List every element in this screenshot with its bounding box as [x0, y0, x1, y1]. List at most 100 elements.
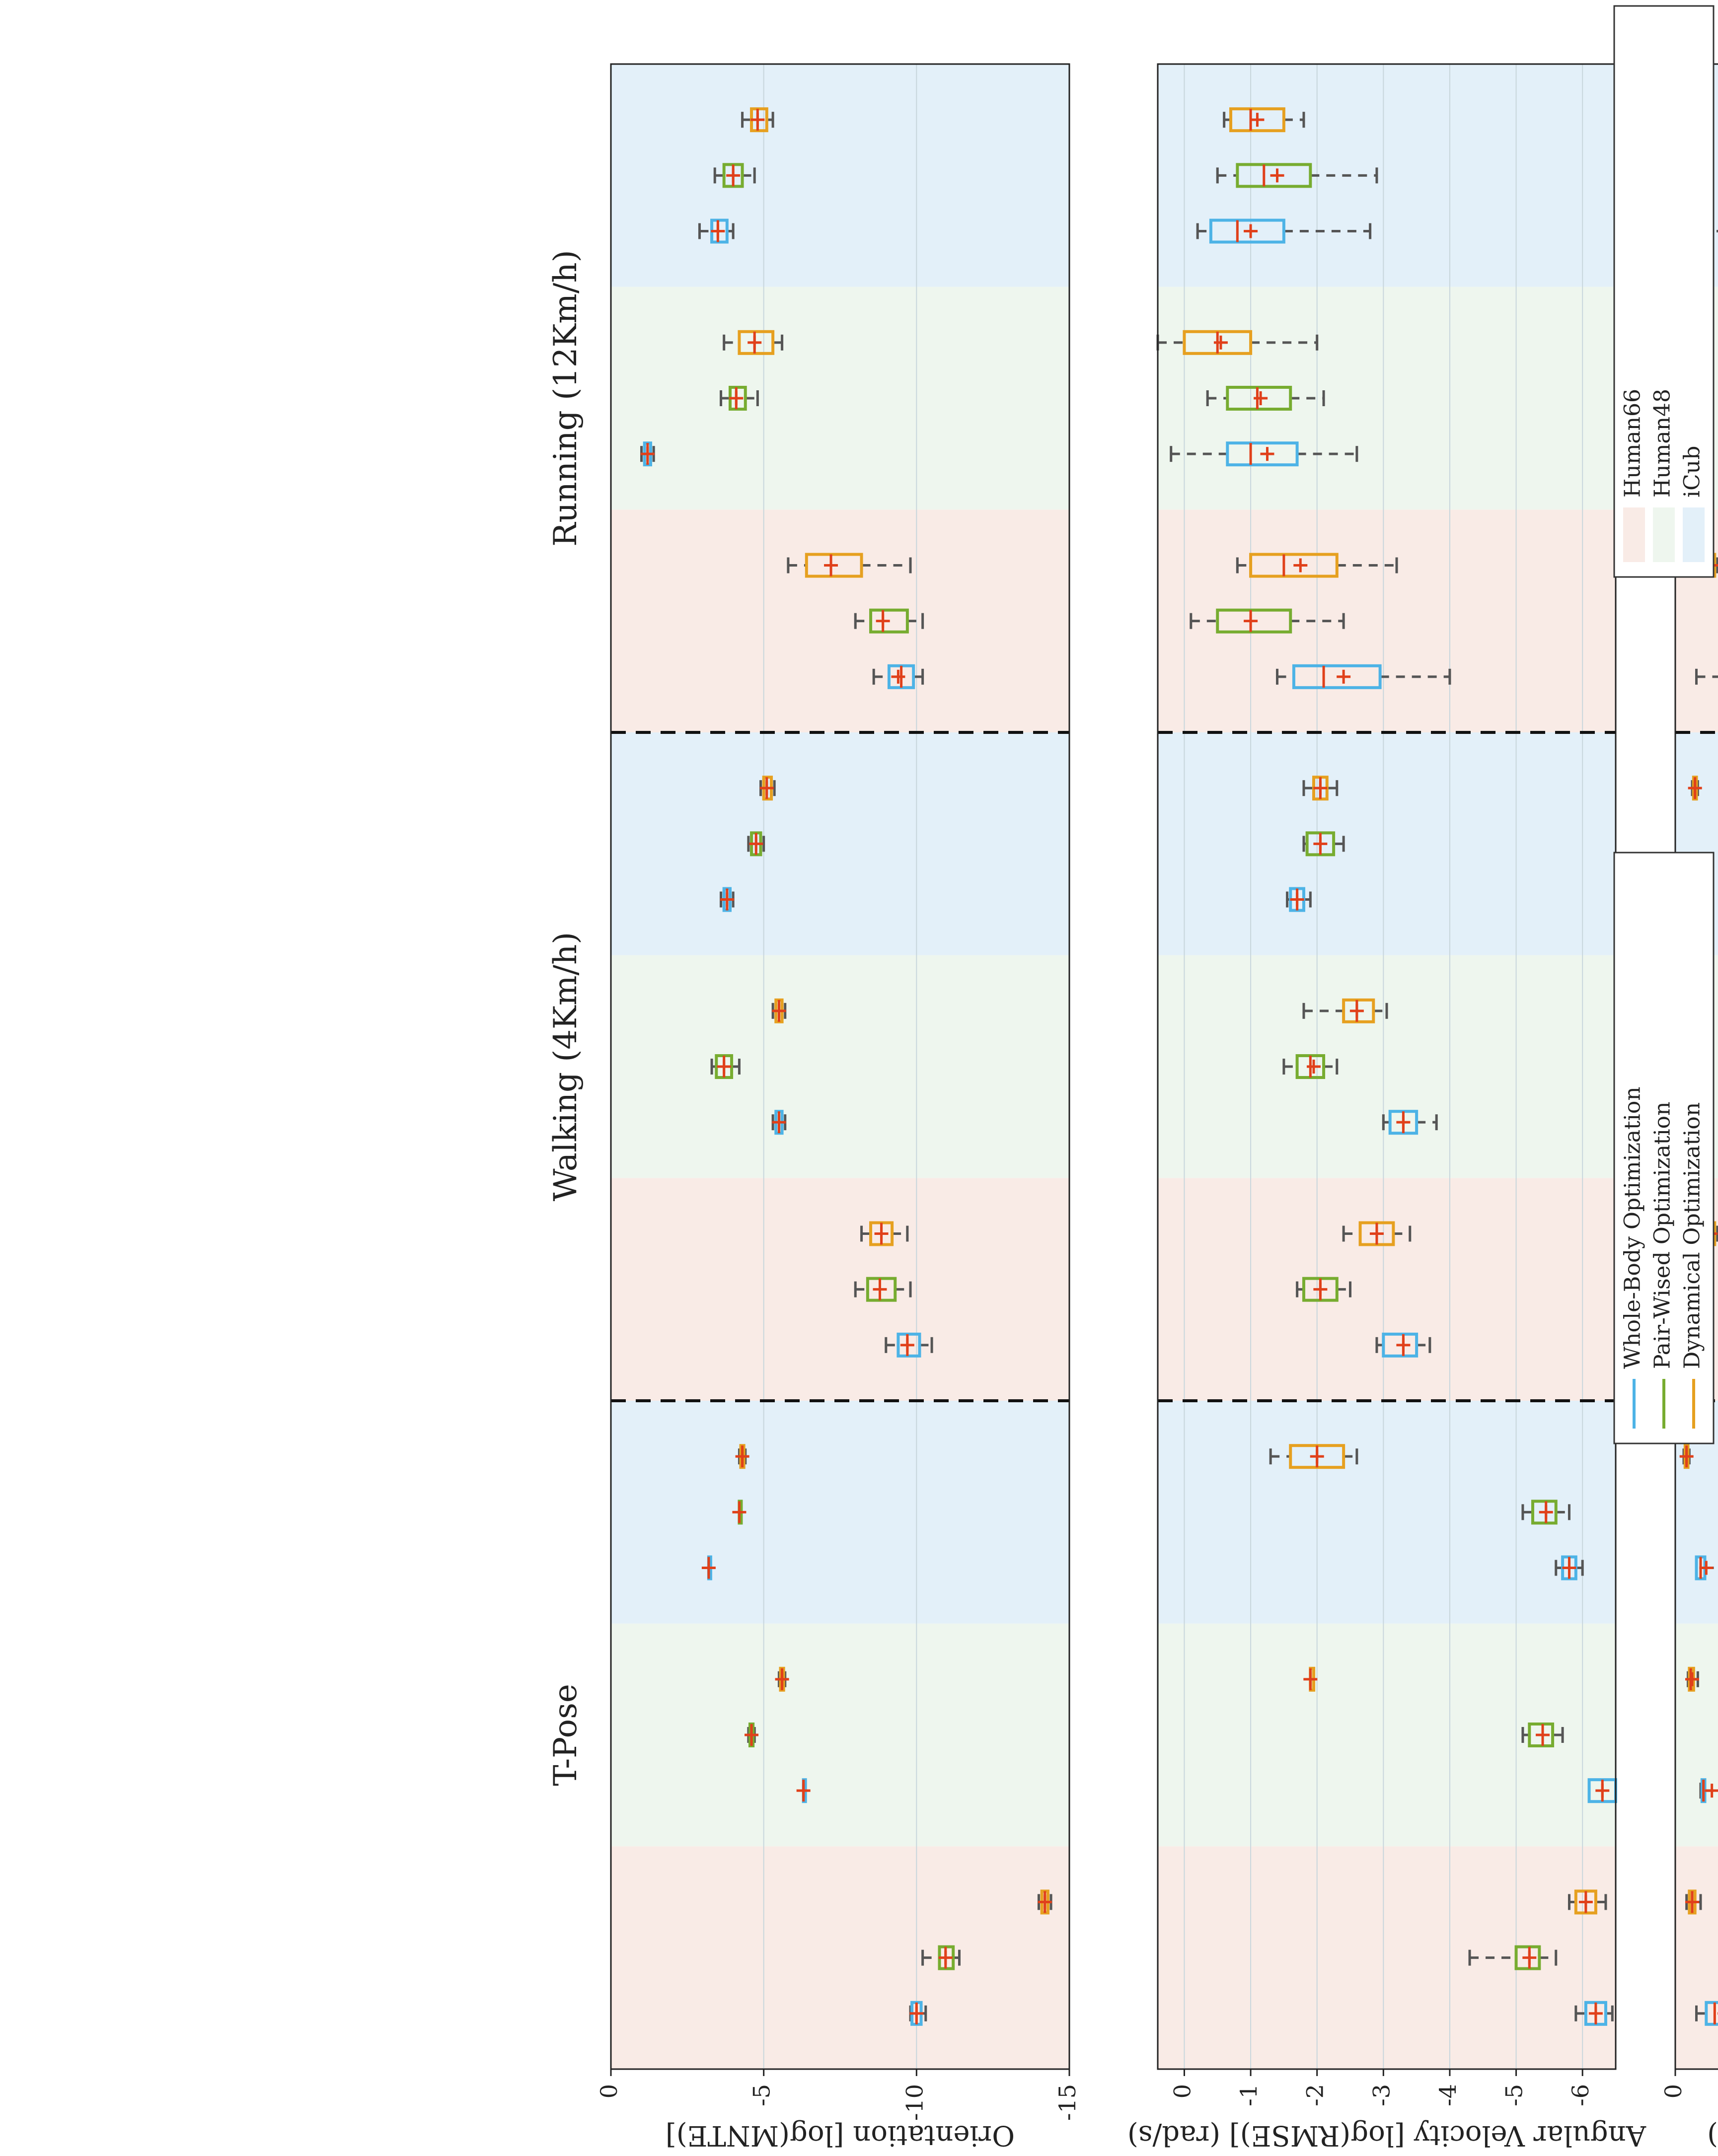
background-human48: [611, 955, 1069, 1178]
background-human48: [1158, 1623, 1616, 1847]
box-body: [1514, 1945, 1541, 1970]
y-tick-label: 0: [1169, 2084, 1195, 2098]
box-plot: [1282, 1054, 1339, 1079]
background-icub: [611, 732, 1069, 955]
y-tick-label: 0: [1660, 2084, 1687, 2098]
box-plot: [775, 1666, 789, 1692]
box-plot: [1170, 441, 1358, 467]
box-plot: [1699, 1778, 1718, 1803]
background-human48: [1158, 955, 1616, 1178]
y-tick-label: 0: [596, 2084, 622, 2098]
box-plot: [640, 441, 655, 467]
condition-title: Running (12Km/h): [547, 250, 584, 547]
box-plot: [1342, 1221, 1412, 1246]
box-plot: [1688, 776, 1702, 801]
box-plot: [1196, 218, 1372, 244]
box-plot: [1276, 664, 1451, 689]
box-plot: [720, 887, 735, 912]
box-body: [896, 1332, 921, 1358]
legend-model-label: Human48: [1650, 389, 1675, 498]
box-plot: [1685, 1666, 1699, 1692]
box-plot: [1269, 1444, 1358, 1469]
condition-title: Walking (4Km/h): [547, 932, 584, 1202]
box-plot: [747, 831, 765, 857]
background-icub: [611, 64, 1069, 287]
background-human66: [611, 1178, 1069, 1401]
legend-model-swatch: [1623, 507, 1645, 562]
box-plot: [771, 998, 787, 1023]
box-plot: [1190, 608, 1345, 634]
box-plot: [1302, 998, 1388, 1023]
box-body: [866, 1277, 897, 1302]
y-tick-label: -10: [901, 2084, 928, 2121]
box-plot: [854, 1277, 912, 1302]
legend-method-label: Whole-Body Optimization: [1620, 1086, 1645, 1369]
box-body: [1342, 998, 1375, 1023]
background-human66: [1675, 1846, 1718, 2069]
y-axis-label: Computational Time (ms): [1707, 2119, 1718, 2152]
box-body: [1528, 1723, 1555, 1747]
box-plot: [1216, 163, 1378, 188]
box-body: [1229, 107, 1285, 133]
box-plot: [885, 1332, 933, 1358]
box-plot: [921, 1945, 961, 1970]
legend-methods-box: [1613, 852, 1715, 1444]
box-plot: [723, 330, 784, 355]
box-plot: [1695, 2001, 1718, 2026]
legend-model-swatch: [1653, 507, 1675, 562]
box-plot: [796, 1778, 811, 1803]
legend-method-label: Dynamical Optimization: [1680, 1102, 1705, 1369]
box-plot: [1302, 831, 1345, 857]
box-plot: [1156, 330, 1319, 355]
y-tick-label: -15: [1054, 2084, 1081, 2121]
background-human66: [611, 1846, 1069, 2069]
y-tick-label: -5: [1501, 2084, 1528, 2106]
box-plot: [1303, 1666, 1318, 1692]
background-human66: [1158, 1846, 1616, 2069]
box-plot: [1521, 1723, 1564, 1747]
box-plot: [872, 664, 924, 689]
box-body: [1216, 608, 1292, 634]
background-icub: [611, 1400, 1069, 1624]
box-body: [1209, 218, 1285, 244]
box-plot: [854, 608, 924, 634]
box-plot: [1296, 1277, 1352, 1302]
background-human66: [1158, 509, 1616, 732]
box-plot: [1685, 1889, 1702, 1915]
box-plot: [1302, 776, 1339, 801]
legend-model-swatch: [1683, 507, 1705, 562]
box-plot: [1375, 1332, 1431, 1358]
box-plot: [759, 776, 776, 801]
y-tick-label: -5: [748, 2084, 775, 2106]
box-plot: [1574, 2001, 1614, 2026]
box-plot: [1206, 386, 1325, 411]
y-tick-label: -6: [1567, 2084, 1594, 2106]
box-body: [1531, 1500, 1558, 1525]
box-plot: [1679, 1444, 1694, 1469]
box-plot: [1382, 1110, 1438, 1135]
panel-2: 0 -1 -2 -3 -4 -5 -6 Angular Velocity [log(RMSE)…: [1127, 63, 1646, 2152]
y-axis-label: Angular Velocity [log(RMSE)] (rad/s): [1127, 2119, 1646, 2152]
box-plot: [741, 107, 774, 133]
box-plot: [710, 1054, 741, 1079]
box-plot: [771, 1110, 787, 1135]
background-icub: [1158, 732, 1616, 955]
y-axis-label: Orientation [log(MNTE)]: [666, 2119, 1015, 2152]
box-body: [1705, 2001, 1718, 2026]
condition-title: T-Pose: [547, 1684, 584, 1786]
box-plot: [1037, 1889, 1052, 1915]
box-plot: [1568, 1889, 1607, 1915]
box-body: [1226, 386, 1292, 411]
background-icub: [1158, 64, 1616, 287]
box-plot: [745, 1723, 759, 1747]
box-plot: [909, 2001, 927, 2026]
box-body: [1236, 163, 1312, 188]
background-human48: [611, 1623, 1069, 1847]
y-tick-label: -4: [1434, 2084, 1461, 2106]
box-plot: [787, 553, 912, 578]
box-plot: [1286, 887, 1312, 912]
background-human48: [1675, 1623, 1718, 1847]
